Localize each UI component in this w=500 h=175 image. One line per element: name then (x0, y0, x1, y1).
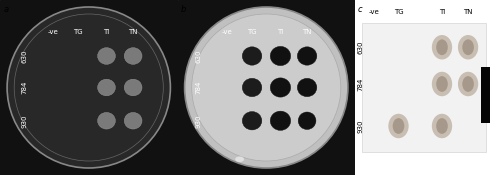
Text: 784: 784 (196, 81, 202, 94)
Ellipse shape (235, 156, 244, 162)
Bar (481, 66, 490, 122)
Text: b: b (181, 5, 186, 14)
Ellipse shape (242, 112, 262, 130)
Text: 630: 630 (196, 49, 202, 63)
Ellipse shape (432, 114, 452, 138)
Ellipse shape (392, 118, 404, 134)
Text: 930: 930 (196, 114, 202, 128)
Ellipse shape (432, 72, 452, 96)
Ellipse shape (242, 47, 262, 65)
Ellipse shape (184, 7, 348, 168)
Text: TI: TI (104, 29, 110, 34)
Ellipse shape (388, 114, 408, 138)
Text: 784: 784 (22, 81, 28, 94)
Ellipse shape (270, 111, 290, 130)
Text: TN: TN (128, 29, 138, 34)
Ellipse shape (192, 14, 341, 161)
Ellipse shape (432, 35, 452, 60)
Ellipse shape (98, 113, 116, 129)
Ellipse shape (242, 78, 262, 97)
Ellipse shape (270, 78, 290, 97)
Bar (362, 23, 486, 152)
Text: TI: TI (278, 29, 283, 34)
Ellipse shape (458, 35, 478, 60)
Text: 784: 784 (358, 77, 364, 91)
Ellipse shape (458, 72, 478, 96)
Ellipse shape (298, 112, 316, 130)
Text: -ve: -ve (368, 9, 379, 15)
Text: TN: TN (302, 29, 312, 34)
Text: TG: TG (74, 29, 83, 34)
Text: a: a (4, 5, 8, 14)
Ellipse shape (124, 79, 142, 96)
Text: 930: 930 (358, 119, 364, 133)
Ellipse shape (298, 78, 317, 97)
Text: -ve: -ve (222, 29, 232, 34)
Ellipse shape (436, 76, 448, 92)
Ellipse shape (436, 39, 448, 55)
Text: TG: TG (394, 9, 404, 15)
Text: TI: TI (439, 9, 445, 15)
Text: 930: 930 (22, 114, 28, 128)
Ellipse shape (270, 46, 290, 66)
Text: 630: 630 (22, 49, 28, 63)
Ellipse shape (298, 47, 317, 65)
Text: TN: TN (464, 9, 473, 15)
Ellipse shape (7, 7, 170, 168)
Ellipse shape (462, 76, 474, 92)
Ellipse shape (98, 79, 116, 96)
Text: -ve: -ve (48, 29, 58, 34)
Text: c: c (358, 5, 362, 14)
Text: TG: TG (247, 29, 257, 34)
Ellipse shape (124, 48, 142, 64)
Text: 630: 630 (358, 40, 364, 54)
Ellipse shape (124, 113, 142, 129)
Ellipse shape (98, 48, 116, 64)
Ellipse shape (436, 118, 448, 134)
Ellipse shape (462, 39, 474, 55)
